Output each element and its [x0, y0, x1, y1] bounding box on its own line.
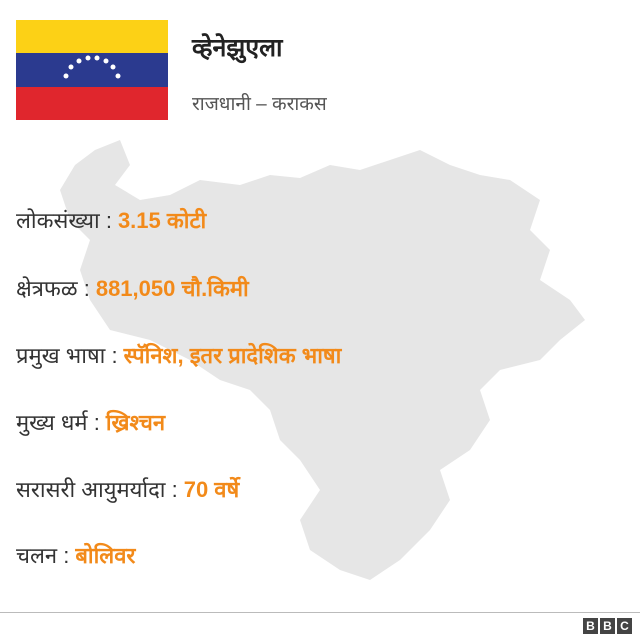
fact-label: मुख्य धर्म :	[16, 410, 100, 435]
divider	[0, 612, 640, 613]
fact-value: ख्रिश्चन	[105, 410, 166, 435]
fact-label: प्रमुख भाषा :	[16, 343, 118, 368]
fact-row: क्षेत्रफळ :881,050 चौ.किमी	[16, 273, 249, 303]
flag-yellow	[16, 20, 168, 53]
fact-value: बोलिवर	[75, 543, 136, 568]
logo-letter: B	[583, 618, 598, 634]
fact-label: सरासरी आयुमर्यादा :	[16, 477, 178, 502]
fact-row: प्रमुख भाषा : स्पॅनिश, इतर प्रादेशिक भाषा	[16, 340, 341, 370]
fact-value: 881,050 चौ.किमी	[95, 276, 249, 301]
fact-value: 3.15 कोटी	[117, 208, 207, 233]
fact-row: लोकसंख्या :3.15 कोटी	[16, 205, 206, 235]
fact-value: स्पॅनिश, इतर प्रादेशिक भाषा	[123, 343, 342, 368]
flag-blue	[16, 53, 168, 87]
fact-row: चलन : बोलिवर	[16, 540, 135, 570]
flag-red	[16, 87, 168, 120]
subtitle: राजधानी – कराकस	[192, 94, 327, 115]
title: व्हेनेझुएला	[192, 34, 283, 62]
logo-letter: C	[617, 618, 632, 634]
fact-row: मुख्य धर्म : ख्रिश्चन	[16, 407, 165, 437]
flag-stars	[63, 55, 121, 79]
fact-value: 70 वर्षे	[183, 477, 240, 502]
logo-letter: B	[600, 618, 615, 634]
fact-label: चलन :	[16, 543, 70, 568]
fact-row: सरासरी आयुमर्यादा :70 वर्षे	[16, 474, 239, 504]
fact-label: क्षेत्रफळ :	[16, 276, 90, 301]
map-silhouette	[60, 140, 585, 580]
fact-label: लोकसंख्या :	[16, 208, 112, 233]
